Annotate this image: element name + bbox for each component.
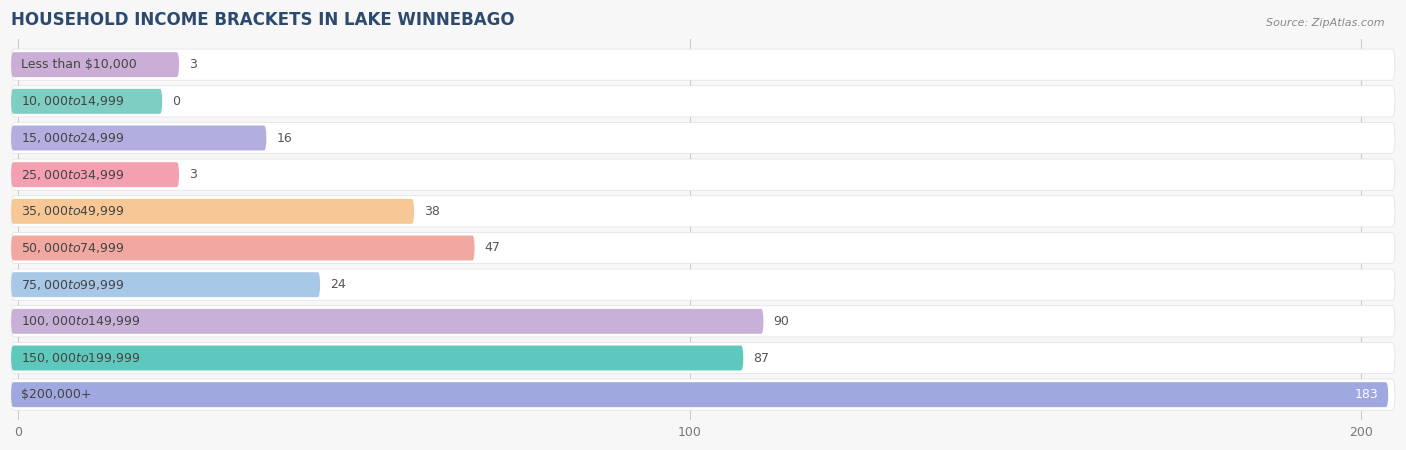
- FancyBboxPatch shape: [11, 306, 1395, 337]
- FancyBboxPatch shape: [11, 159, 1395, 190]
- Text: 87: 87: [754, 351, 769, 364]
- FancyBboxPatch shape: [11, 162, 179, 187]
- Text: 183: 183: [1354, 388, 1378, 401]
- FancyBboxPatch shape: [11, 122, 1395, 153]
- Text: $15,000 to $24,999: $15,000 to $24,999: [21, 131, 125, 145]
- Text: HOUSEHOLD INCOME BRACKETS IN LAKE WINNEBAGO: HOUSEHOLD INCOME BRACKETS IN LAKE WINNEB…: [11, 11, 515, 29]
- FancyBboxPatch shape: [11, 232, 1395, 264]
- Text: $35,000 to $49,999: $35,000 to $49,999: [21, 204, 125, 218]
- FancyBboxPatch shape: [11, 309, 763, 334]
- FancyBboxPatch shape: [11, 382, 1388, 407]
- FancyBboxPatch shape: [11, 342, 1395, 373]
- Text: $50,000 to $74,999: $50,000 to $74,999: [21, 241, 125, 255]
- Text: $75,000 to $99,999: $75,000 to $99,999: [21, 278, 125, 292]
- FancyBboxPatch shape: [11, 52, 179, 77]
- FancyBboxPatch shape: [11, 269, 1395, 300]
- Text: $10,000 to $14,999: $10,000 to $14,999: [21, 94, 125, 108]
- FancyBboxPatch shape: [11, 379, 1395, 410]
- Text: $150,000 to $199,999: $150,000 to $199,999: [21, 351, 141, 365]
- Text: $25,000 to $34,999: $25,000 to $34,999: [21, 168, 125, 182]
- Text: $200,000+: $200,000+: [21, 388, 91, 401]
- FancyBboxPatch shape: [11, 86, 1395, 117]
- FancyBboxPatch shape: [11, 346, 744, 370]
- Text: 0: 0: [173, 95, 180, 108]
- Text: 3: 3: [190, 168, 197, 181]
- Text: 3: 3: [190, 58, 197, 71]
- Text: $100,000 to $149,999: $100,000 to $149,999: [21, 315, 141, 328]
- FancyBboxPatch shape: [11, 49, 1395, 80]
- Text: 38: 38: [425, 205, 440, 218]
- Text: Less than $10,000: Less than $10,000: [21, 58, 136, 71]
- Text: 90: 90: [773, 315, 789, 328]
- Text: 16: 16: [277, 131, 292, 144]
- Text: 47: 47: [485, 242, 501, 255]
- FancyBboxPatch shape: [11, 126, 266, 150]
- FancyBboxPatch shape: [11, 89, 162, 114]
- FancyBboxPatch shape: [11, 196, 1395, 227]
- Text: 24: 24: [330, 278, 346, 291]
- FancyBboxPatch shape: [11, 235, 475, 261]
- FancyBboxPatch shape: [11, 199, 415, 224]
- Text: Source: ZipAtlas.com: Source: ZipAtlas.com: [1267, 18, 1385, 28]
- FancyBboxPatch shape: [11, 272, 321, 297]
